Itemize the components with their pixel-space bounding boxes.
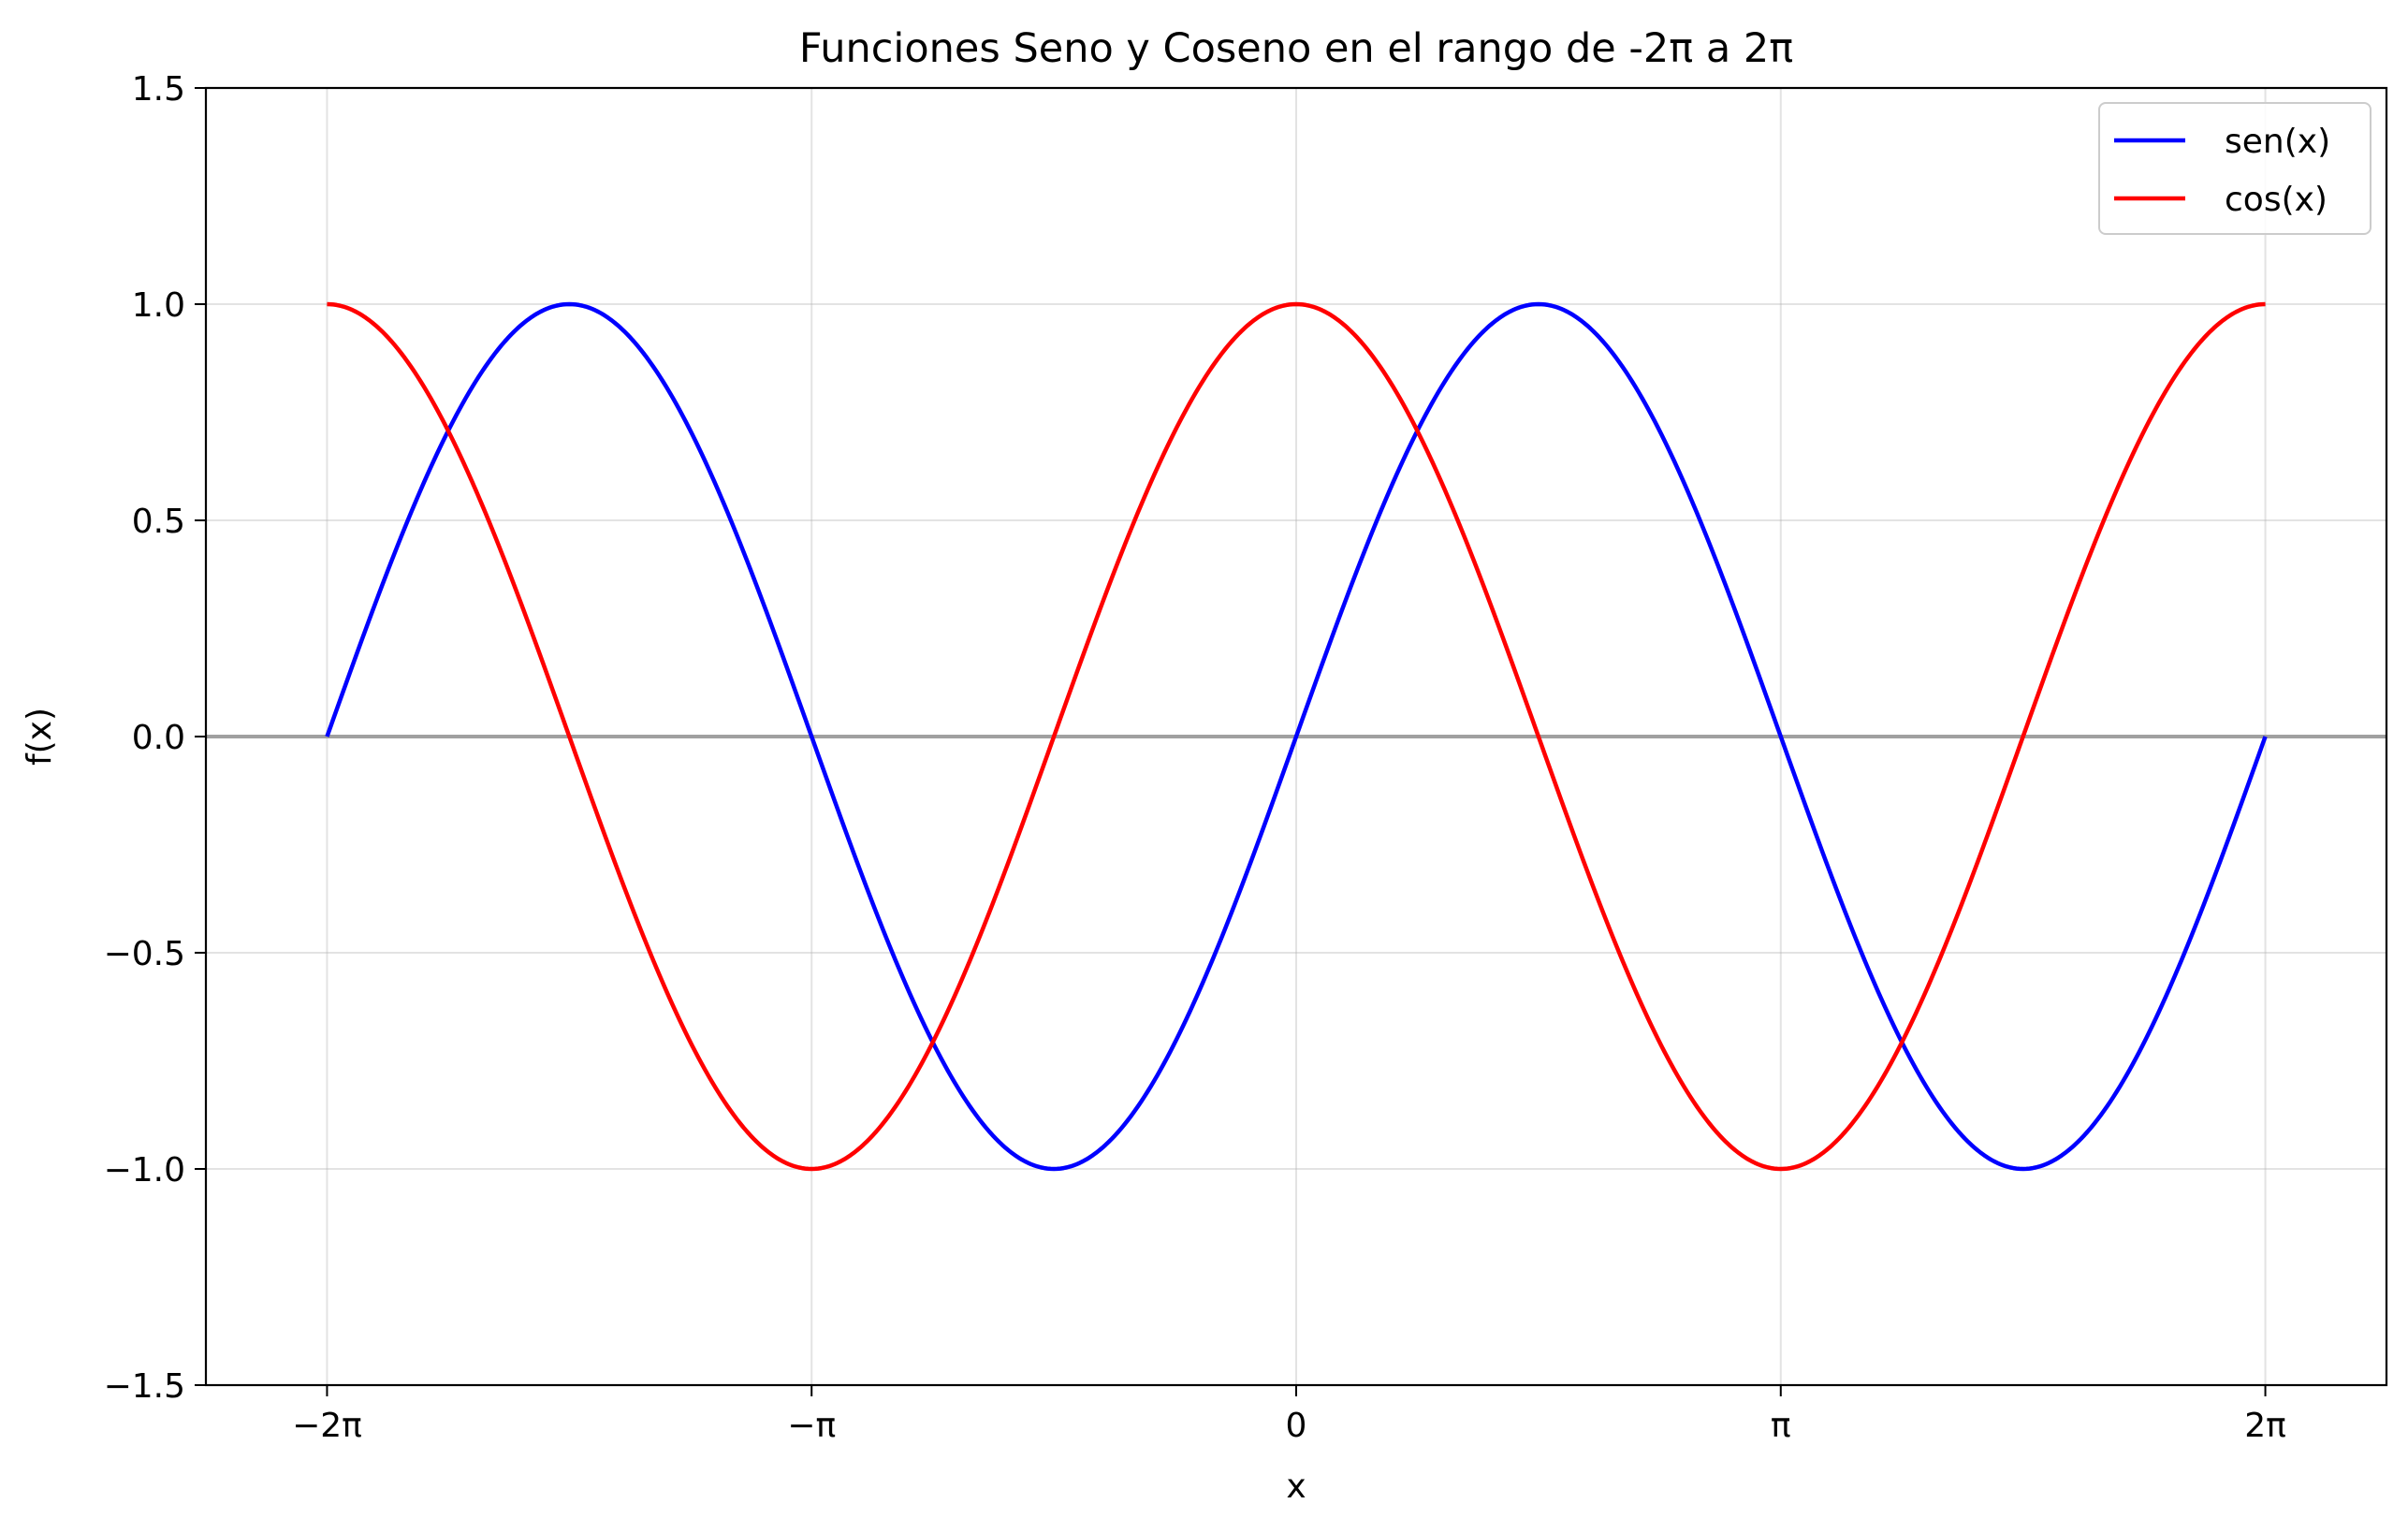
legend-box	[2098, 102, 2372, 235]
y-tick-label: 0.0	[132, 719, 185, 757]
x-tick-label: 0	[1286, 1407, 1307, 1445]
y-tick-label: −0.5	[104, 935, 185, 973]
y-tick-label: −1.0	[104, 1151, 185, 1190]
legend: sen(x) cos(x)	[2098, 102, 2372, 235]
y-axis-label: f(x)	[21, 708, 59, 766]
x-tick-label: −2π	[292, 1407, 362, 1445]
x-tick-label: −π	[787, 1407, 836, 1445]
x-axis-label: x	[1286, 1467, 1306, 1506]
legend-label-sin: sen(x)	[2225, 123, 2330, 161]
legend-label-cos: cos(x)	[2225, 181, 2328, 219]
series-line-sin	[325, 301, 2268, 1172]
series-line-cos	[327, 301, 2266, 1172]
x-tick-label: π	[1771, 1407, 1791, 1445]
y-tick-label: 0.5	[132, 503, 185, 541]
series-layer	[325, 301, 2268, 1172]
x-tick-label: 2π	[2244, 1407, 2286, 1445]
y-axis-ticks: 1.5 1.0 0.5 0.0 −0.5 −1.0 −1.5	[104, 70, 206, 1406]
y-tick-label: 1.5	[132, 70, 185, 109]
x-axis-ticks: −2π −π 0 π 2π	[292, 1385, 2286, 1445]
chart-title: Funciones Seno y Coseno en el rango de -…	[799, 25, 1793, 72]
y-tick-label: 1.0	[132, 286, 185, 325]
y-tick-label: −1.5	[104, 1367, 185, 1406]
